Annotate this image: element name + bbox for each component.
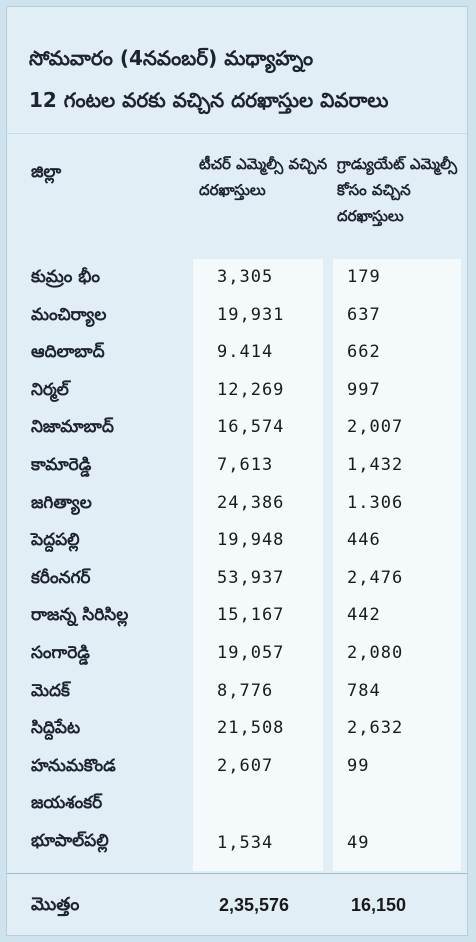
teacher-count-cell: 19,057	[217, 642, 285, 663]
table-row: కరీంనగర్ 53,937 2,476	[7, 560, 467, 598]
title-line-2: 12 గంటల వరకు వచ్చిన దరఖాస్తుల వివరాలు	[29, 88, 389, 112]
district-cell: కుమ్రం భీం	[31, 267, 101, 287]
header-district: జిల్లా	[31, 162, 62, 182]
table-row: పెద్దపల్లి 19,948 446	[7, 522, 467, 560]
graduate-count-cell: 997	[347, 379, 381, 400]
teacher-count-cell: 19,948	[217, 530, 285, 551]
teacher-count-cell: 7,613	[217, 454, 274, 475]
table-row: హనుమకొండ 2,607 99	[7, 748, 467, 786]
graduate-count-cell: 179	[347, 267, 381, 287]
teacher-column-bg	[193, 259, 323, 871]
graduate-count-cell: 2,476	[347, 567, 404, 588]
teacher-count-cell: 2,607	[217, 755, 274, 776]
total-teacher: 2,35,576	[219, 895, 290, 915]
total-row: మొత్తం 2,35,576 16,150	[7, 879, 467, 931]
district-cell: సిద్దిపేట	[31, 718, 81, 739]
graduate-count-cell: 446	[347, 530, 381, 551]
district-cell: హనుమకొండ	[31, 755, 116, 776]
district-cell: మెదక్	[31, 680, 70, 701]
divider	[7, 133, 467, 134]
table-row: ఆదిలాబాద్ 9.414 662	[7, 334, 467, 372]
total-label: మొత్తం	[31, 894, 80, 915]
table-row: సంగారెడ్డి 19,057 2,080	[7, 635, 467, 673]
title-line-1: సోమవారం (4నవంబర్) మధ్యాహ్నం	[29, 46, 314, 70]
table-row: మంచిర్యాల 19,931 637	[7, 297, 467, 335]
graduate-count-cell: 49	[347, 833, 370, 854]
table-header: జిల్లా టీచర్ ఎమ్మెల్సీ వచ్చిన దరఖాస్తులు…	[7, 147, 467, 259]
district-cell: సంగారెడ్డి	[31, 642, 90, 663]
district-cell: రాజన్న సిరిసిల్ల	[31, 605, 129, 626]
table-row: సిద్దిపేట 21,508 2,632	[7, 710, 467, 748]
table-row: నిర్మల్ 12,269 997	[7, 372, 467, 410]
table-row: రాజన్న సిరిసిల్ల 15,167 442	[7, 597, 467, 635]
teacher-count-cell: 16,574	[217, 417, 285, 438]
table-body: కుమ్రం భీం 3,305 179 మంచిర్యాల 19,931 637 ఆదిల…	[7, 259, 467, 863]
teacher-count-cell: 8,776	[217, 680, 274, 701]
district-cell: జగిత్యాల	[31, 492, 92, 513]
total-graduate: 16,150	[351, 895, 407, 915]
graduate-count-cell: 2,007	[347, 417, 404, 438]
graduate-count-cell: 662	[347, 342, 381, 363]
district-cell: కరీంనగర్	[31, 567, 91, 588]
district-cell: పెద్దపల్లి	[31, 530, 80, 551]
district-cell: మంచిర్యాల	[31, 304, 107, 325]
teacher-count-cell: 12,269	[217, 379, 285, 400]
header-teacher: టీచర్ ఎమ్మెల్సీ వచ్చిన దరఖాస్తులు	[199, 155, 328, 199]
district-cell: జయశంకర్ భూపాల్‌పల్లి	[31, 793, 109, 851]
teacher-count-cell: 21,508	[217, 718, 285, 739]
district-cell: నిజామాబాద్	[31, 417, 114, 438]
header-graduate: గ్రాడ్యుయేట్ ఎమ్మెల్సీ కోసం వచ్చిన దరఖాస…	[337, 155, 458, 225]
table-row: కుమ్రం భీం 3,305 179	[7, 259, 467, 297]
teacher-count-cell: 24,386	[217, 492, 285, 513]
teacher-count-cell: 53,937	[217, 567, 285, 588]
table-row: జయశంకర్ భూపాల్‌పల్లి 1,534 49	[7, 785, 467, 863]
total-divider	[7, 873, 467, 874]
page-title: సోమవారం (4నవంబర్) మధ్యాహ్నం 12 గంటల వరకు…	[29, 37, 457, 121]
graduate-count-cell: 784	[347, 680, 381, 701]
data-card: సోమవారం (4నవంబర్) మధ్యాహ్నం 12 గంటల వరకు…	[6, 6, 468, 936]
district-cell: నిర్మల్	[31, 379, 69, 400]
graduate-count-cell: 1.306	[347, 492, 404, 513]
graduate-count-cell: 99	[347, 755, 370, 776]
teacher-count-cell: 1,534	[217, 833, 274, 854]
graduate-count-cell: 2,080	[347, 642, 404, 663]
table-row: జగిత్యాల 24,386 1.306	[7, 485, 467, 523]
table-row: నిజామాబాద్ 16,574 2,007	[7, 409, 467, 447]
graduate-count-cell: 442	[347, 605, 381, 626]
table-row: కామారెడ్డి 7,613 1,432	[7, 447, 467, 485]
district-cell: కామారెడ్డి	[31, 454, 92, 475]
teacher-count-cell: 9.414	[217, 342, 274, 363]
graduate-count-cell: 1,432	[347, 454, 404, 475]
table-row: మెదక్ 8,776 784	[7, 673, 467, 711]
graduate-count-cell: 637	[347, 304, 381, 325]
graduate-column-bg	[333, 259, 461, 871]
district-cell: ఆదిలాబాద్	[31, 342, 105, 363]
graduate-count-cell: 2,632	[347, 718, 404, 739]
teacher-count-cell: 19,931	[217, 304, 285, 325]
teacher-count-cell: 3,305	[217, 267, 274, 287]
teacher-count-cell: 15,167	[217, 605, 285, 626]
